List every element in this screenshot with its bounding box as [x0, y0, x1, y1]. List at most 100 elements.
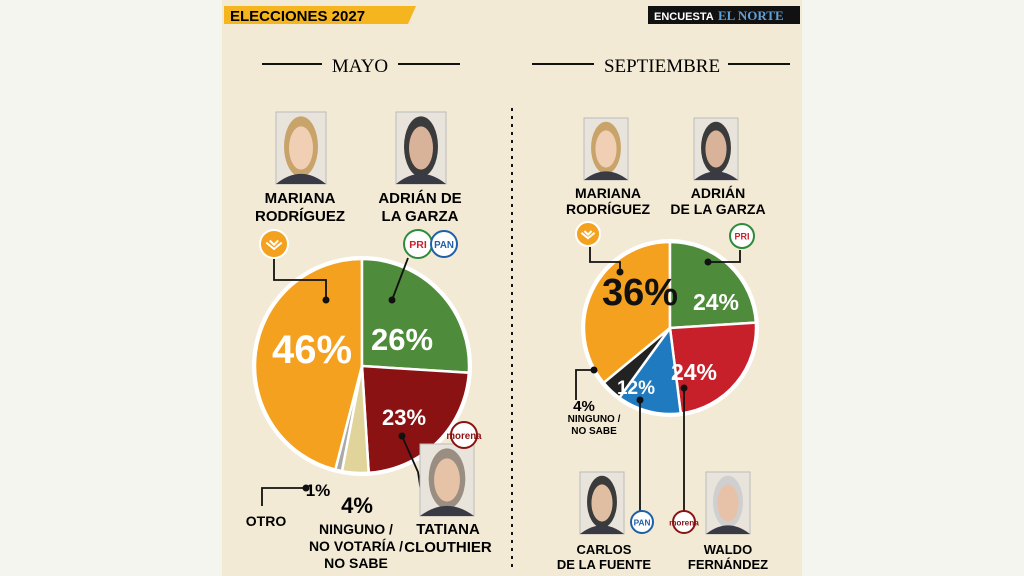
mayo-value-mariana: 46%: [272, 328, 352, 372]
sep-name-mariana-line-1: RODRÍGUEZ: [566, 201, 650, 217]
sep-value-waldo: 24%: [671, 359, 717, 385]
mayo-name-otro-line-0: OTRO: [246, 513, 287, 529]
sep-portrait-adrian: [693, 117, 739, 181]
sep-leader-waldo-dot: [680, 384, 688, 392]
mayo-leader-mariana: [273, 258, 327, 300]
sep-name-ninguno-line-0: NINGUNO /: [568, 414, 621, 425]
sep-slice-4: [601, 327, 672, 400]
sep-morena-icon: morena: [669, 518, 699, 527]
mayo-name-tatiana-line-1: CLOUTHIER: [404, 539, 492, 556]
mayo-pri-icon: PRI: [409, 239, 427, 251]
sep-pan-icon-ring: [630, 510, 654, 534]
mayo-name-adrian-line-1: LA GARZA: [382, 208, 459, 225]
sep-pri-icon: PRI: [734, 232, 749, 242]
mayo-leader-adrian-dot: [388, 296, 396, 304]
sep-leader-ninguno-dot: [590, 366, 598, 374]
mayo-slice-1: [360, 257, 471, 375]
sep-leader-carlos-dot: [636, 396, 644, 404]
mayo-slice-0: [253, 257, 364, 472]
sep-value-carlos: 12%: [617, 378, 655, 399]
sep-portrait-carlos-shoulders: [580, 525, 624, 534]
sep-leader-ninguno: [575, 369, 594, 400]
sep-leader-mariana: [589, 244, 621, 272]
mayo-value-adrian: 26%: [371, 322, 433, 357]
mayo-leader-otro: [261, 487, 306, 506]
sep-slice-3: [617, 324, 683, 416]
chart-annotations: 46% 26%23%4%1%36% 24%24%12%4%MARIANARODRÍG…: [246, 111, 768, 572]
mayo-name-ninguno-line-1: NO VOTARÍA /: [309, 538, 403, 554]
header-title: ELECCIONES 2027: [230, 8, 365, 25]
mayo-name-mariana-line-1: RODRÍGUEZ: [255, 208, 345, 225]
mayo-mc-icon-mark: [265, 239, 283, 251]
sep-name-ninguno-line-1: NO SABE: [571, 426, 617, 437]
mayo-slice-2: [360, 364, 471, 475]
mayo-morena-icon-ring: [450, 421, 478, 449]
septiembre-pie: [581, 239, 759, 417]
sep-portrait-adrian-face: [705, 130, 727, 168]
sep-portrait-waldo-shoulders: [706, 525, 750, 534]
sep-name-adrian-line-1: DE LA GARZA: [670, 201, 765, 217]
mayo-portrait-adrian-face: [409, 126, 433, 170]
header-newspaper: EL NORTE: [718, 8, 784, 23]
sep-slice-2: [668, 321, 758, 415]
mayo-pie: [252, 256, 472, 476]
mayo-portrait-tatiana-shoulders: [420, 505, 474, 516]
sep-portrait-mariana-shoulders: [584, 171, 628, 180]
sep-name-carlos-line-0: CARLOS: [577, 542, 632, 557]
sep-value-adrian: 24%: [693, 289, 739, 315]
sep-portrait-waldo: [705, 471, 751, 535]
sep-portrait-mariana: [583, 117, 629, 181]
mayo-value-tatiana: 23%: [382, 405, 426, 430]
mayo-portrait-adrian: [395, 111, 447, 185]
sep-leader-adrian-dot: [704, 258, 712, 266]
mayo-portrait-tatiana: [419, 443, 475, 517]
sep-name-waldo-line-1: FERNÁNDEZ: [688, 557, 768, 572]
mayo-pan-icon: PAN: [434, 240, 454, 251]
mayo-value-otro: 1%: [306, 481, 331, 500]
header-survey-label: ENCUESTA: [654, 11, 714, 23]
mayo-value-ninguno: 4%: [341, 493, 373, 518]
mayo-portrait-mariana: [275, 111, 327, 185]
election-poll-chart: ELECCIONES 2027 ENCUESTA EL NORTE MAYO S…: [224, 6, 800, 572]
mayo-portrait-tatiana-face: [434, 458, 460, 502]
mayo-title: MAYO: [332, 56, 388, 77]
sep-value-mariana: 36%: [602, 272, 678, 314]
infographic-panel: ELECCIONES 2027 ENCUESTA EL NORTE MAYO S…: [222, 0, 802, 576]
mayo-portrait-adrian-shoulders: [396, 173, 446, 184]
sep-leader-adrian: [708, 250, 741, 263]
mayo-morena-icon: morena: [446, 431, 482, 442]
mayo-portrait-mariana-face: [289, 126, 313, 170]
header-title-bg: [224, 6, 408, 24]
sep-name-waldo-line-0: WALDO: [704, 542, 752, 557]
sep-name-mariana-line-0: MARIANA: [575, 185, 641, 201]
mayo-name-ninguno-line-0: NINGUNO /: [319, 521, 393, 537]
sep-leader-mariana-dot: [616, 268, 624, 276]
mayo-pan-icon-ring: [430, 230, 458, 258]
mayo-name-tatiana-line-0: TATIANA: [416, 521, 480, 538]
mayo-portrait-mariana-shoulders: [276, 173, 326, 184]
header-title-corner: [408, 6, 416, 24]
sep-slice-1: [668, 240, 758, 330]
sep-morena-icon-ring: [672, 510, 696, 534]
sep-portrait-mariana-face: [595, 130, 617, 168]
sep-slice-0: [582, 240, 672, 385]
mayo-leader-adrian: [391, 257, 409, 301]
sep-title: SEPTIEMBRE: [604, 56, 720, 77]
header-badge-bg: [648, 6, 800, 24]
mayo-leader-mariana-dot: [322, 296, 330, 304]
mayo-slice-4: [333, 365, 364, 473]
sep-portrait-waldo-face: [717, 484, 739, 522]
sep-portrait-adrian-shoulders: [694, 171, 738, 180]
sep-mc-icon-mark: [580, 230, 596, 240]
mayo-name-mariana-line-0: MARIANA: [265, 190, 336, 207]
mayo-name-adrian-line-0: ADRIÁN DE: [378, 190, 461, 207]
sep-name-carlos-line-1: DE LA FUENTE: [557, 557, 651, 572]
mayo-leader-otro-dot: [302, 484, 310, 492]
mayo-leader-tatiana-dot: [398, 432, 406, 440]
sep-portrait-carlos: [579, 471, 625, 535]
sep-portrait-carlos-face: [591, 484, 613, 522]
sep-name-adrian-line-0: ADRIÁN: [691, 185, 745, 201]
sep-pan-icon: PAN: [634, 518, 651, 527]
sep-pri-icon-ring: [729, 223, 755, 249]
sep-value-ninguno: 4%: [573, 398, 595, 415]
